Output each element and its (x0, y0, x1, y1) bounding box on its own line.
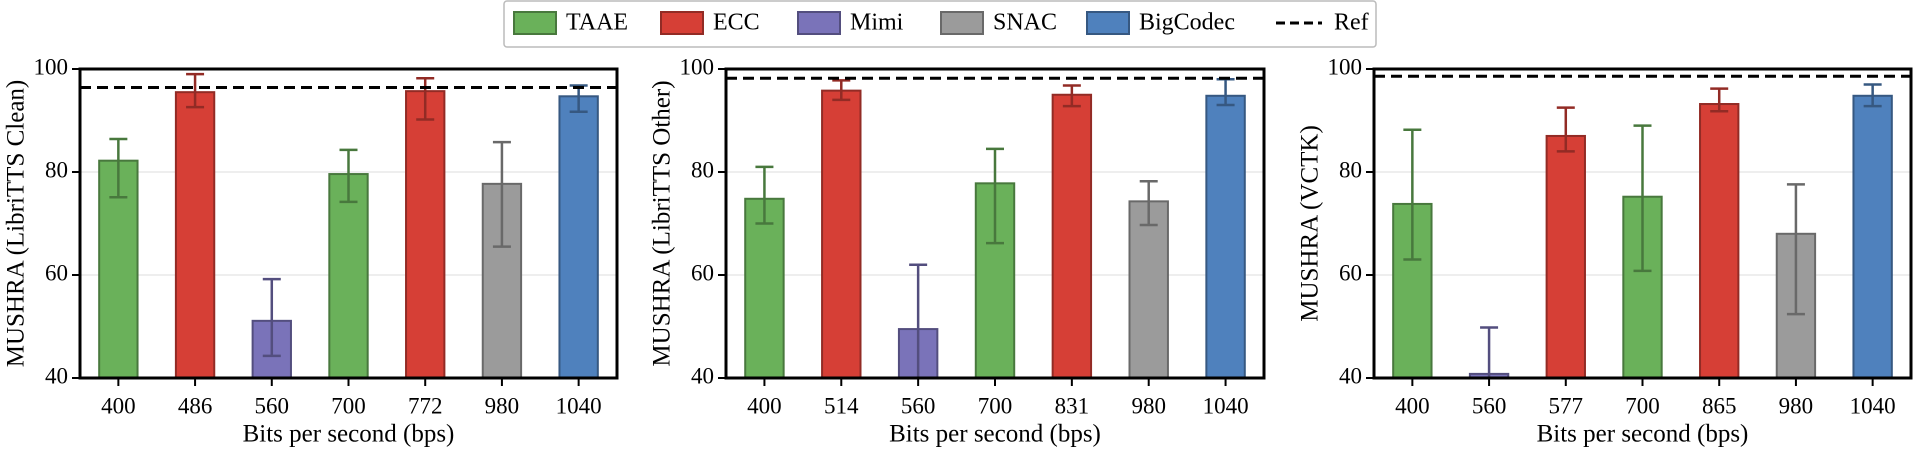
legend-label: ECC (713, 10, 760, 36)
y-tick-label: 60 (45, 260, 68, 285)
x-tick-label: 831 (1055, 393, 1090, 418)
subplot: 40 60 80 100 400 486 560 700 772 980 1040 Bits per … (3, 54, 619, 448)
legend-label: SNAC (993, 10, 1057, 36)
y-tick-label: 100 (680, 54, 715, 79)
bar (1051, 93, 1093, 379)
y-axis-label: MUSHRA (LibriTTS Clean) (3, 80, 30, 368)
x-tick-label: 980 (1131, 393, 1166, 418)
x-tick-label: 514 (824, 393, 859, 418)
y-tick-label: 80 (45, 157, 68, 182)
x-tick-label: 560 (255, 393, 290, 418)
x-tick-label: 980 (485, 393, 520, 418)
y-axis-label: MUSHRA (LibriTTS Other) (649, 80, 676, 366)
x-axis-label: Bits per second (bps) (889, 421, 1101, 448)
subplot: 40 60 80 100 400 514 560 700 831 980 1040 Bits per … (649, 54, 1266, 448)
bar (744, 197, 785, 379)
bar (405, 90, 446, 380)
axes-frame (724, 67, 1266, 380)
legend-swatch (660, 11, 704, 35)
bar (821, 89, 862, 379)
x-tick-label: 400 (747, 393, 782, 418)
x-tick-label: 772 (408, 393, 443, 418)
x-tick-label: 865 (1702, 393, 1737, 418)
legend-label: Mimi (850, 10, 904, 36)
axes-frame (78, 67, 619, 380)
y-tick-label: 40 (1339, 363, 1362, 388)
bar (174, 91, 216, 380)
legend-swatch (1086, 11, 1130, 35)
x-tick-label: 700 (1625, 393, 1660, 418)
x-tick-label: 1040 (1850, 393, 1896, 418)
y-tick-label: 80 (1339, 157, 1362, 182)
legend-swatch (797, 11, 841, 35)
legend-label: TAAE (566, 10, 628, 36)
bar (1545, 134, 1586, 379)
bar (558, 95, 599, 379)
subplot: 40 60 80 100 400 560 577 700 865 980 1040 Bits per … (1297, 54, 1913, 448)
x-axis-label: Bits per second (bps) (1537, 421, 1749, 448)
bar (1205, 94, 1246, 379)
legend-swatch (513, 11, 557, 35)
y-tick-label: 40 (45, 363, 68, 388)
y-tick-label: 40 (691, 363, 714, 388)
x-tick-label: 486 (178, 393, 213, 418)
x-tick-label: 980 (1779, 393, 1814, 418)
y-tick-label: 60 (1339, 260, 1362, 285)
y-tick-label: 60 (691, 260, 714, 285)
x-tick-label: 700 (331, 393, 366, 418)
bar (1699, 103, 1740, 380)
axes-frame (1372, 67, 1913, 380)
bar (1128, 200, 1169, 379)
x-tick-label: 400 (101, 393, 136, 418)
x-tick-label: 1040 (1203, 393, 1249, 418)
legend-label: Ref (1334, 10, 1369, 36)
y-tick-label: 100 (1328, 54, 1363, 79)
x-tick-label: 1040 (556, 393, 602, 418)
legend-label: BigCodec (1139, 10, 1235, 36)
y-tick-label: 100 (34, 54, 69, 79)
x-tick-label: 700 (978, 393, 1013, 418)
legend-swatch (940, 11, 984, 35)
x-axis-label: Bits per second (bps) (243, 421, 455, 448)
x-tick-label: 560 (1472, 393, 1507, 418)
x-tick-label: 560 (901, 393, 936, 418)
bar (328, 173, 369, 379)
y-tick-label: 80 (691, 157, 714, 182)
x-tick-label: 577 (1549, 393, 1584, 418)
bar (1852, 94, 1893, 379)
x-tick-label: 400 (1395, 393, 1430, 418)
y-axis-label: MUSHRA (VCTK) (1297, 125, 1324, 322)
